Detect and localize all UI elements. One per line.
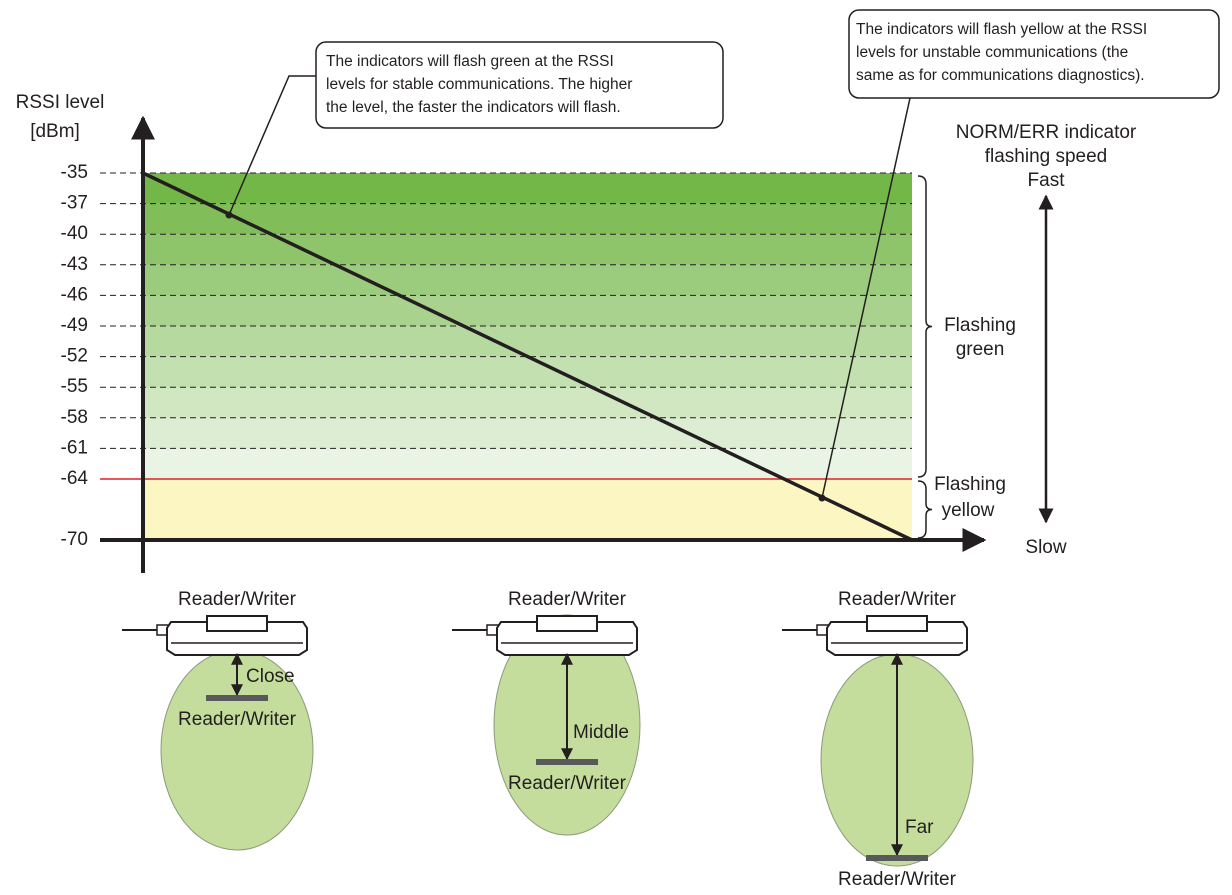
green-band: [143, 356, 912, 388]
axis-title: [dBm]: [30, 121, 80, 142]
level-label: -64: [61, 468, 89, 489]
callout-box: [848, 9, 1220, 99]
brace: [917, 480, 933, 539]
tag: [866, 855, 928, 861]
callout-text: levels for unstable communications (the: [856, 44, 1128, 61]
level-label: -37: [61, 193, 88, 214]
tag-label: Reader/Writer: [178, 709, 297, 730]
device-label: Reader/Writer: [178, 589, 297, 610]
speed-title: Fast: [1028, 170, 1066, 191]
callout-text: The indicators will flash green at the R…: [326, 53, 614, 70]
green-band: [143, 295, 912, 326]
tag-label: Reader/Writer: [838, 869, 957, 890]
device-body: [496, 621, 638, 656]
device-label: Reader/Writer: [508, 589, 627, 610]
level-label: -58: [61, 407, 88, 428]
green-band: [143, 234, 912, 265]
level-label: -46: [61, 284, 88, 305]
axis-title: RSSI level: [16, 92, 105, 113]
level-label: -70: [61, 529, 88, 550]
zone-label: yellow: [942, 500, 995, 521]
tag: [206, 695, 268, 701]
level-label: -55: [61, 376, 88, 397]
speed-title: NORM/ERR indicator: [956, 122, 1137, 143]
device-body: [826, 621, 968, 656]
green-band: [143, 173, 912, 204]
device-top: [866, 615, 928, 632]
tag-label: Reader/Writer: [508, 773, 627, 794]
green-band: [143, 203, 912, 235]
device-top: [206, 615, 268, 632]
speed-slow: Slow: [1025, 537, 1066, 558]
callout: The indicators will flash green at the R…: [315, 41, 724, 129]
leader-line: [821, 97, 911, 499]
green-band: [143, 264, 912, 296]
zone-label: Flashing: [934, 474, 1006, 495]
level-label: -40: [61, 223, 88, 244]
level-label: -52: [61, 346, 88, 367]
rssi-line: [142, 171, 913, 542]
level-label: -61: [61, 437, 88, 458]
callout-text: levels for stable communications. The hi…: [326, 76, 632, 93]
callout-text: the level, the faster the indicators wil…: [326, 99, 621, 116]
tag: [536, 759, 598, 765]
device-body: [166, 621, 308, 656]
speed-title: flashing speed: [985, 146, 1108, 167]
device-top: [536, 615, 598, 632]
level-label: -49: [61, 315, 88, 336]
green-band: [143, 417, 912, 449]
green-band: [143, 387, 912, 418]
distance-label: Close: [246, 666, 295, 687]
zone-label: Flashing: [944, 315, 1016, 336]
green-band: [143, 326, 912, 357]
device-label: Reader/Writer: [838, 589, 957, 610]
green-band: [143, 448, 912, 479]
callout: The indicators will flash yellow at the …: [848, 9, 1220, 99]
brace: [917, 175, 933, 478]
callout-text: The indicators will flash yellow at the …: [856, 21, 1147, 38]
yellow-band: [143, 479, 912, 540]
level-label: -35: [61, 162, 88, 183]
distance-label: Middle: [573, 722, 629, 743]
leader-line: [228, 75, 316, 216]
callout-box: [315, 41, 724, 129]
distance-label: Far: [905, 817, 934, 838]
callout-text: same as for communications diagnostics).: [856, 67, 1145, 84]
level-label: -43: [61, 254, 88, 275]
zone-label: green: [956, 339, 1005, 360]
